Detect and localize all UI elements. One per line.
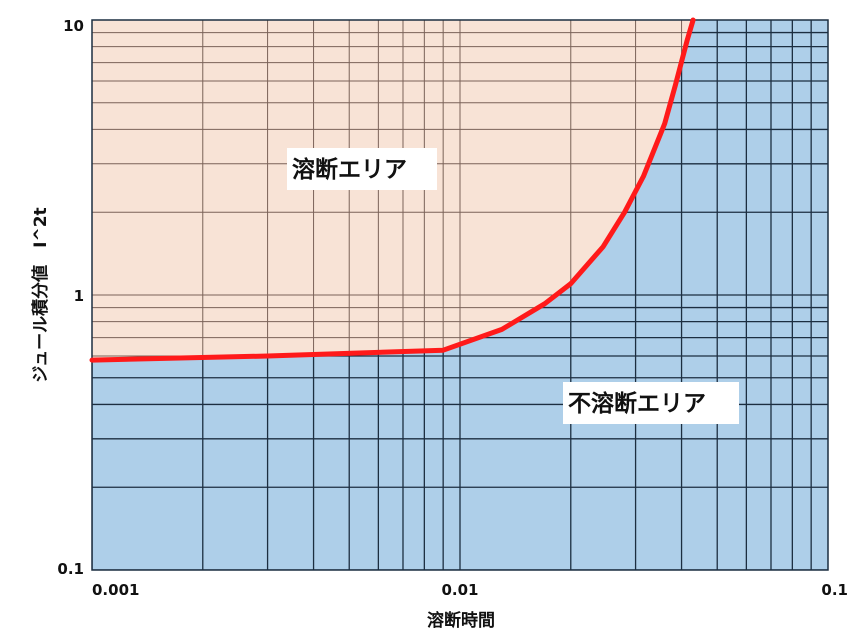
y-tick-1: 1: [74, 287, 84, 305]
x-axis-label: 溶断時間: [427, 610, 495, 631]
fusing-curve: [89, 17, 696, 363]
x-tick-0.01: 0.01: [441, 581, 478, 599]
y-tick-0.1: 0.1: [57, 560, 84, 578]
nonfuse-area-label: 不溶断エリア: [568, 390, 706, 417]
x-tick-0.001: 0.001: [92, 581, 139, 599]
y-tick-10: 10: [63, 17, 84, 35]
fuse-area-label-box: 溶断エリア: [287, 148, 437, 190]
x-tick-0.1: 0.1: [821, 581, 848, 599]
nonfuse-area-label-box: 不溶断エリア: [563, 382, 739, 424]
y-axis-label: ジュール積分値 I^2t: [30, 207, 51, 382]
fuse-area-label: 溶断エリア: [292, 156, 407, 183]
plot-frame: [91, 19, 829, 571]
